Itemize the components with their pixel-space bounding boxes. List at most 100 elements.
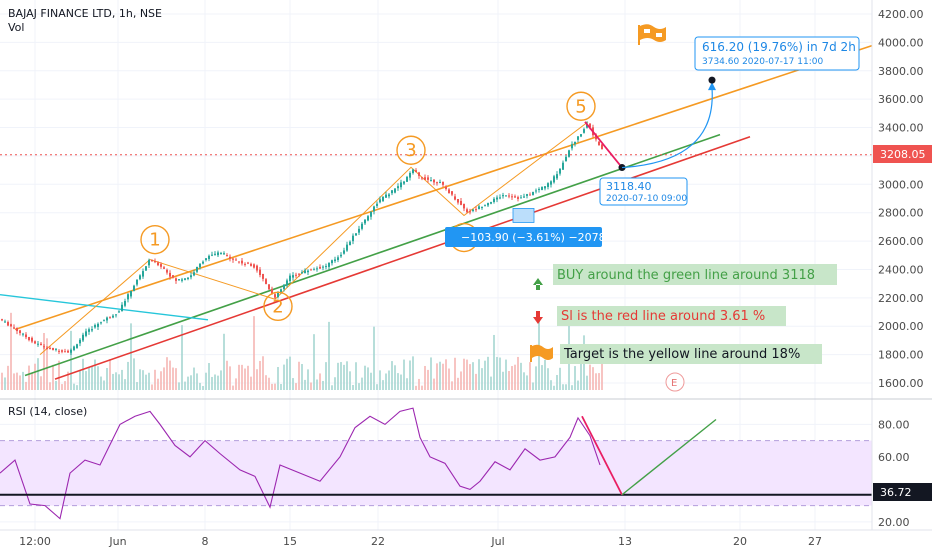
volume-bar	[523, 372, 525, 390]
candle-body	[253, 264, 255, 268]
volume-bar	[16, 372, 18, 390]
candle-body	[178, 279, 180, 281]
candle-body	[64, 351, 66, 353]
volume-bar	[175, 368, 177, 390]
volume-bar	[25, 381, 27, 390]
volume-bar	[136, 382, 138, 390]
volume-bar	[406, 378, 408, 390]
price-tick-label: 2200.00	[878, 292, 924, 305]
teal-line	[0, 294, 209, 321]
earnings-marker[interactable]	[665, 372, 685, 392]
candle-body	[127, 294, 129, 300]
candle-body	[391, 190, 393, 194]
volume-bar	[112, 373, 114, 390]
volume-bar	[166, 357, 168, 390]
volume-bar	[481, 368, 483, 390]
volume-bar	[439, 361, 441, 390]
volume-bar	[502, 371, 504, 390]
pivot-box[interactable]	[599, 177, 688, 206]
candle-body	[337, 257, 339, 260]
candle-body	[265, 279, 267, 284]
rsi-series	[0, 407, 872, 520]
candle-body	[61, 350, 63, 352]
candles	[1, 121, 603, 356]
volume-bar	[307, 369, 309, 390]
candle-body	[349, 241, 351, 246]
candle-body	[259, 269, 261, 275]
drop-box[interactable]	[445, 227, 602, 247]
measure-box[interactable]	[694, 36, 860, 71]
candle-body	[202, 261, 204, 264]
candle-body	[448, 189, 450, 194]
candle-body	[409, 173, 411, 178]
wave-zigzag	[39, 121, 589, 355]
volume-bar	[574, 366, 576, 390]
volume-bar	[298, 361, 300, 390]
flag-icon	[638, 24, 666, 45]
price-axis[interactable]: 4200.004000.003800.003600.003400.003200.…	[878, 8, 924, 390]
volume-bar	[430, 357, 432, 390]
candle-body	[493, 198, 495, 202]
volume-bar	[217, 375, 219, 390]
volume-bar	[67, 371, 69, 390]
support-green-line	[24, 133, 721, 377]
volume-bar	[253, 316, 255, 390]
volume-bar	[1, 372, 3, 390]
volume-bar	[349, 371, 351, 390]
candle-body	[403, 181, 405, 184]
volume-bar	[79, 370, 81, 390]
volume-bar	[85, 371, 87, 390]
candle-body	[193, 272, 195, 276]
volume-bar	[505, 359, 507, 390]
time-tick-label: 13	[618, 535, 632, 548]
candle-body	[460, 200, 462, 205]
candle-body	[301, 272, 303, 274]
volume-bar	[130, 323, 132, 390]
volume-bar	[49, 382, 51, 390]
candle-body	[499, 197, 501, 199]
candle-body	[97, 323, 99, 327]
target-flag-icon	[530, 344, 553, 362]
candle-body	[52, 347, 54, 350]
volume-bar	[184, 381, 186, 390]
volume-bar	[592, 367, 594, 390]
volume-bar	[343, 364, 345, 390]
volume-bar	[187, 376, 189, 390]
volume-bar	[10, 312, 12, 390]
time-tick-label: Jul	[490, 535, 504, 548]
candle-body	[436, 182, 438, 184]
volume-bar	[202, 385, 204, 390]
volume-bar	[94, 359, 96, 390]
time-axis[interactable]: 12:00 Jun 8 15 22 Jul 13 20 27	[19, 535, 822, 548]
candle-body	[382, 196, 384, 201]
volume-bar	[397, 373, 399, 390]
volume-bar	[163, 367, 165, 390]
candle-body	[559, 168, 561, 174]
volume-bar	[190, 375, 192, 390]
price-tick-label: 1600.00	[878, 377, 924, 390]
volume-bar	[487, 356, 489, 390]
candle-body	[46, 347, 48, 349]
volume-bar	[352, 384, 354, 390]
volume-bar	[601, 356, 603, 390]
volume-bar	[280, 384, 282, 390]
volume-bar	[13, 373, 15, 390]
volume-bar	[169, 360, 171, 390]
measure-line2: 3734.60 2020-07-17 11:00	[702, 57, 823, 67]
candle-body	[28, 337, 30, 341]
volume-bar	[322, 380, 324, 390]
volume-bar	[100, 376, 102, 390]
stop-red-line	[54, 136, 751, 380]
volume-bar	[295, 383, 297, 390]
volume-bar	[376, 384, 378, 390]
volume-bar	[250, 376, 252, 390]
candle-body	[58, 350, 60, 352]
volume-bar	[448, 368, 450, 390]
candle-body	[478, 206, 480, 210]
candle-body	[574, 141, 576, 145]
candle-body	[157, 262, 159, 266]
volume-bar	[517, 356, 519, 390]
candle-body	[235, 259, 237, 261]
